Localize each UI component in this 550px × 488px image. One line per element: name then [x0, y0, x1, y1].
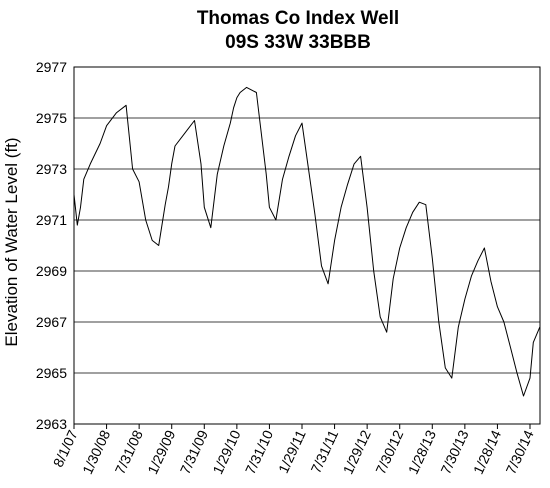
y-axis-label: Elevation of Water Level (ft) — [2, 137, 21, 346]
series-lines — [73, 86, 541, 397]
x-tick-label: 7/30/12 — [372, 427, 406, 476]
x-tick-label: 1/30/08 — [79, 427, 113, 476]
x-tick-label: 8/1/07 — [50, 427, 81, 469]
x-tick-label: 7/31/09 — [177, 427, 211, 476]
series-line — [73, 86, 541, 397]
chart-title-line-2: 09S 33W 33BBB — [225, 32, 371, 53]
x-tick-label: 7/30/14 — [502, 427, 536, 476]
y-tick-label: 2973 — [36, 161, 67, 177]
x-tick-label: 7/30/13 — [437, 427, 471, 476]
y-tick-label: 2965 — [36, 365, 67, 381]
gridlines — [74, 66, 540, 425]
y-tick-label: 2975 — [36, 110, 67, 126]
x-tick-label: 1/29/09 — [144, 427, 178, 476]
x-tick-label: 7/31/10 — [242, 427, 276, 476]
x-tick-label: 7/31/11 — [307, 427, 341, 475]
chart-title-line-1: Thomas Co Index Well — [197, 8, 399, 29]
x-tick-label: 7/31/08 — [112, 427, 146, 476]
y-tick-label: 2969 — [36, 263, 67, 279]
x-tick-label: 1/28/14 — [470, 427, 504, 476]
x-tick-labels: 8/1/071/30/087/31/081/29/097/31/091/29/1… — [50, 424, 537, 477]
x-tick-label: 1/28/13 — [405, 427, 439, 476]
y-tick-label: 2971 — [36, 212, 67, 228]
y-tick-label: 2963 — [36, 416, 67, 432]
x-tick-label: 1/29/12 — [340, 427, 374, 476]
plot-area — [73, 66, 541, 425]
x-tick-label: 1/29/11 — [275, 427, 309, 475]
y-tick-labels: 2963 2965 2967 2969 2971 2973 2975 2977 — [36, 59, 67, 432]
y-tick-label: 2977 — [36, 59, 67, 75]
y-tick-label: 2967 — [36, 314, 67, 330]
x-tick-label: 1/29/10 — [209, 427, 243, 476]
